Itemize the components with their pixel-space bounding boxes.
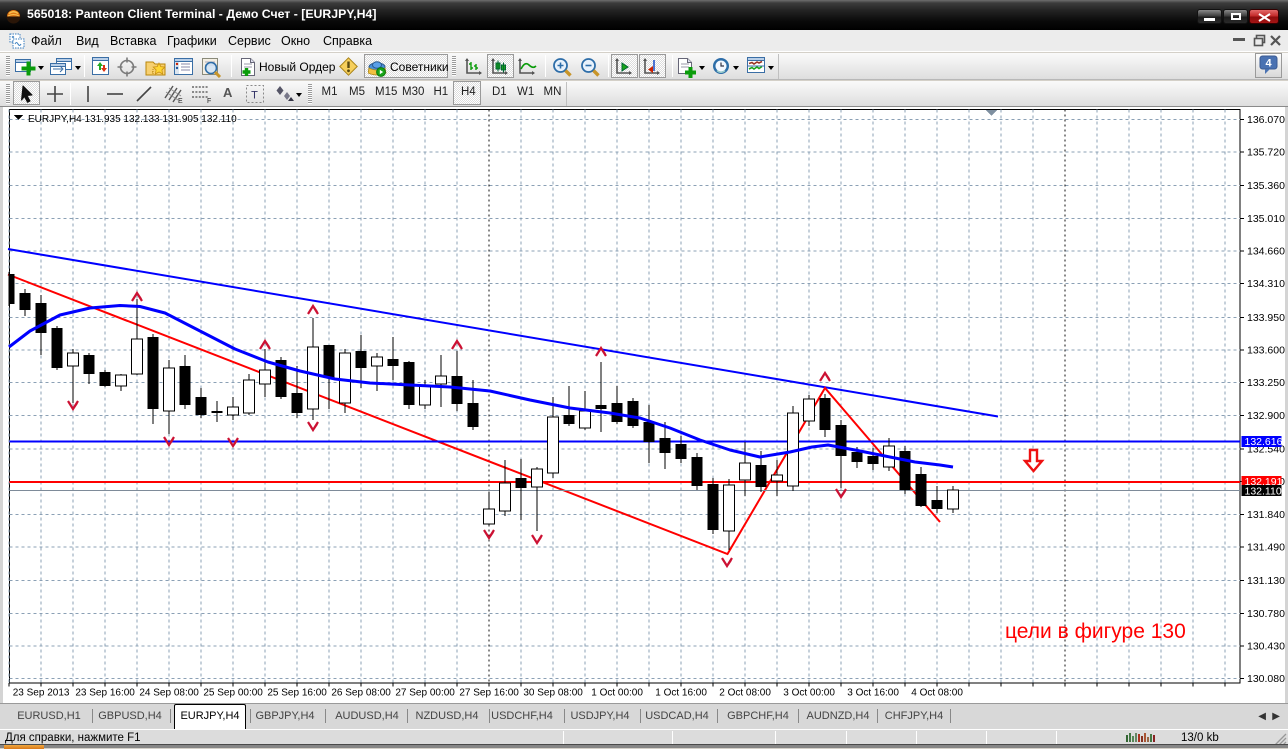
svg-text:EURJPY,H4 131.935 132.133 131: EURJPY,H4 131.935 132.133 131.905 132.11… <box>28 114 237 125</box>
svg-text:4 Oct 08:00: 4 Oct 08:00 <box>911 688 963 699</box>
svg-text:24 Sep 08:00: 24 Sep 08:00 <box>139 688 199 699</box>
svg-text:23 Sep 2013: 23 Sep 2013 <box>13 688 70 699</box>
svg-text:3 Oct 00:00: 3 Oct 00:00 <box>783 688 835 699</box>
svg-text:23 Sep 16:00: 23 Sep 16:00 <box>75 688 135 699</box>
svg-text:133.250: 133.250 <box>1247 377 1285 389</box>
svg-text:26 Sep 08:00: 26 Sep 08:00 <box>331 688 391 699</box>
svg-text:2 Oct 08:00: 2 Oct 08:00 <box>719 688 771 699</box>
svg-text:131.490: 131.490 <box>1247 542 1285 554</box>
svg-text:1 Oct 16:00: 1 Oct 16:00 <box>655 688 707 699</box>
svg-text:134.310: 134.310 <box>1247 278 1285 290</box>
svg-text:134.660: 134.660 <box>1247 246 1285 258</box>
svg-text:136.070: 136.070 <box>1247 114 1285 126</box>
svg-text:135.360: 135.360 <box>1247 180 1285 192</box>
svg-text:135.010: 135.010 <box>1247 213 1285 225</box>
svg-text:132.616: 132.616 <box>1245 436 1283 448</box>
svg-text:4: 4 <box>1265 58 1272 70</box>
svg-text:F: F <box>207 98 211 104</box>
svg-text:цели в фигуре 130: цели в фигуре 130 <box>1005 620 1186 643</box>
svg-text:132.900: 132.900 <box>1247 410 1285 422</box>
svg-text:131.840: 131.840 <box>1247 509 1285 521</box>
svg-text:30 Sep 08:00: 30 Sep 08:00 <box>523 688 583 699</box>
svg-text:135.720: 135.720 <box>1247 147 1285 159</box>
svg-text:E: E <box>178 98 183 104</box>
svg-text:1 Oct 00:00: 1 Oct 00:00 <box>591 688 643 699</box>
svg-text:3 Oct 16:00: 3 Oct 16:00 <box>847 688 899 699</box>
svg-text:133.950: 133.950 <box>1247 312 1285 324</box>
svg-text:132.110: 132.110 <box>1245 485 1282 497</box>
svg-text:25 Sep 00:00: 25 Sep 00:00 <box>203 688 263 699</box>
svg-text:130.780: 130.780 <box>1247 608 1285 620</box>
svg-text:130.430: 130.430 <box>1247 641 1285 653</box>
svg-text:131.130: 131.130 <box>1247 575 1285 587</box>
svg-text:130.080: 130.080 <box>1247 673 1285 685</box>
svg-text:133.600: 133.600 <box>1247 345 1285 357</box>
svg-text:25 Sep 16:00: 25 Sep 16:00 <box>267 688 327 699</box>
svg-text:27 Sep 16:00: 27 Sep 16:00 <box>459 688 519 699</box>
svg-text:27 Sep 00:00: 27 Sep 00:00 <box>395 688 455 699</box>
svg-text:T: T <box>251 90 258 102</box>
